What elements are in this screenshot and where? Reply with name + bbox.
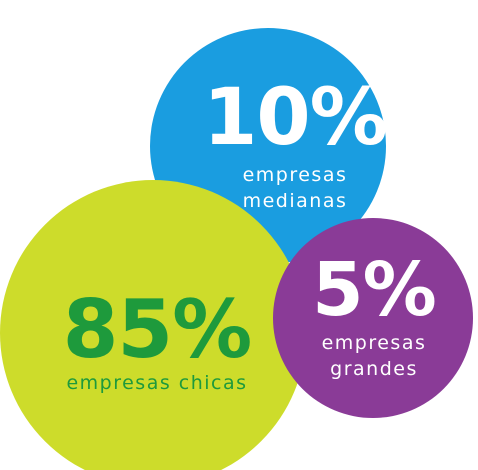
value-label: 85%	[62, 283, 252, 376]
value-label: 5%	[312, 247, 437, 333]
bubble	[0, 180, 306, 470]
category-label: empresas medianas	[242, 164, 348, 212]
category-label: empresas chicas	[66, 372, 248, 394]
bubble	[273, 218, 473, 418]
value-label: 10%	[203, 73, 388, 163]
category-label: empresas grandes	[321, 332, 427, 380]
